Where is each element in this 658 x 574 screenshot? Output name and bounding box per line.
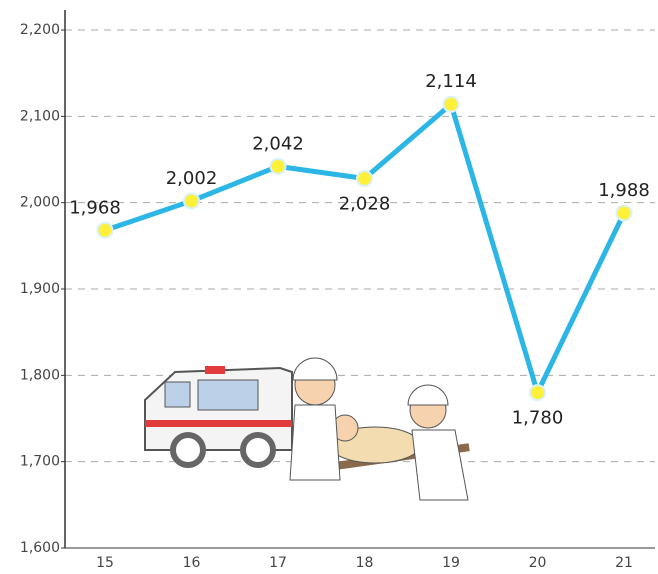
point bbox=[617, 206, 632, 221]
x-tick-label: 18 bbox=[356, 555, 374, 571]
x-tick-label: 17 bbox=[269, 555, 287, 571]
value-label: 2,042 bbox=[252, 133, 304, 154]
x-tick-label: 20 bbox=[529, 555, 547, 571]
ambulance-illustration bbox=[145, 358, 470, 500]
value-label: 1,780 bbox=[512, 408, 564, 429]
y-tick-label: 1,700 bbox=[20, 454, 60, 470]
y-tick-label: 2,100 bbox=[20, 108, 60, 124]
point bbox=[98, 223, 113, 238]
x-tick-label: 15 bbox=[96, 555, 114, 571]
value-label: 2,114 bbox=[425, 71, 477, 92]
y-tick-label: 1,800 bbox=[20, 367, 60, 383]
point bbox=[444, 97, 459, 112]
y-tick-label: 1,600 bbox=[20, 540, 60, 556]
value-label: 1,968 bbox=[69, 197, 121, 218]
chart: 1,600 1,700 1,800 1,900 2,000 2,100 2,200 15 16 1… bbox=[0, 0, 658, 574]
x-tick-label: 19 bbox=[442, 555, 460, 571]
value-label: 2,028 bbox=[339, 193, 391, 214]
value-label: 1,988 bbox=[598, 180, 650, 201]
x-tick-label: 21 bbox=[615, 555, 633, 571]
point bbox=[184, 193, 199, 208]
y-tick-label: 2,200 bbox=[20, 22, 60, 38]
point bbox=[530, 385, 545, 400]
value-label: 2,002 bbox=[166, 168, 218, 189]
line bbox=[105, 104, 624, 392]
y-tick-label: 2,000 bbox=[20, 195, 60, 211]
x-tick-label: 16 bbox=[183, 555, 201, 571]
point bbox=[357, 171, 372, 186]
y-tick-label: 1,900 bbox=[20, 281, 60, 297]
point bbox=[271, 159, 286, 174]
